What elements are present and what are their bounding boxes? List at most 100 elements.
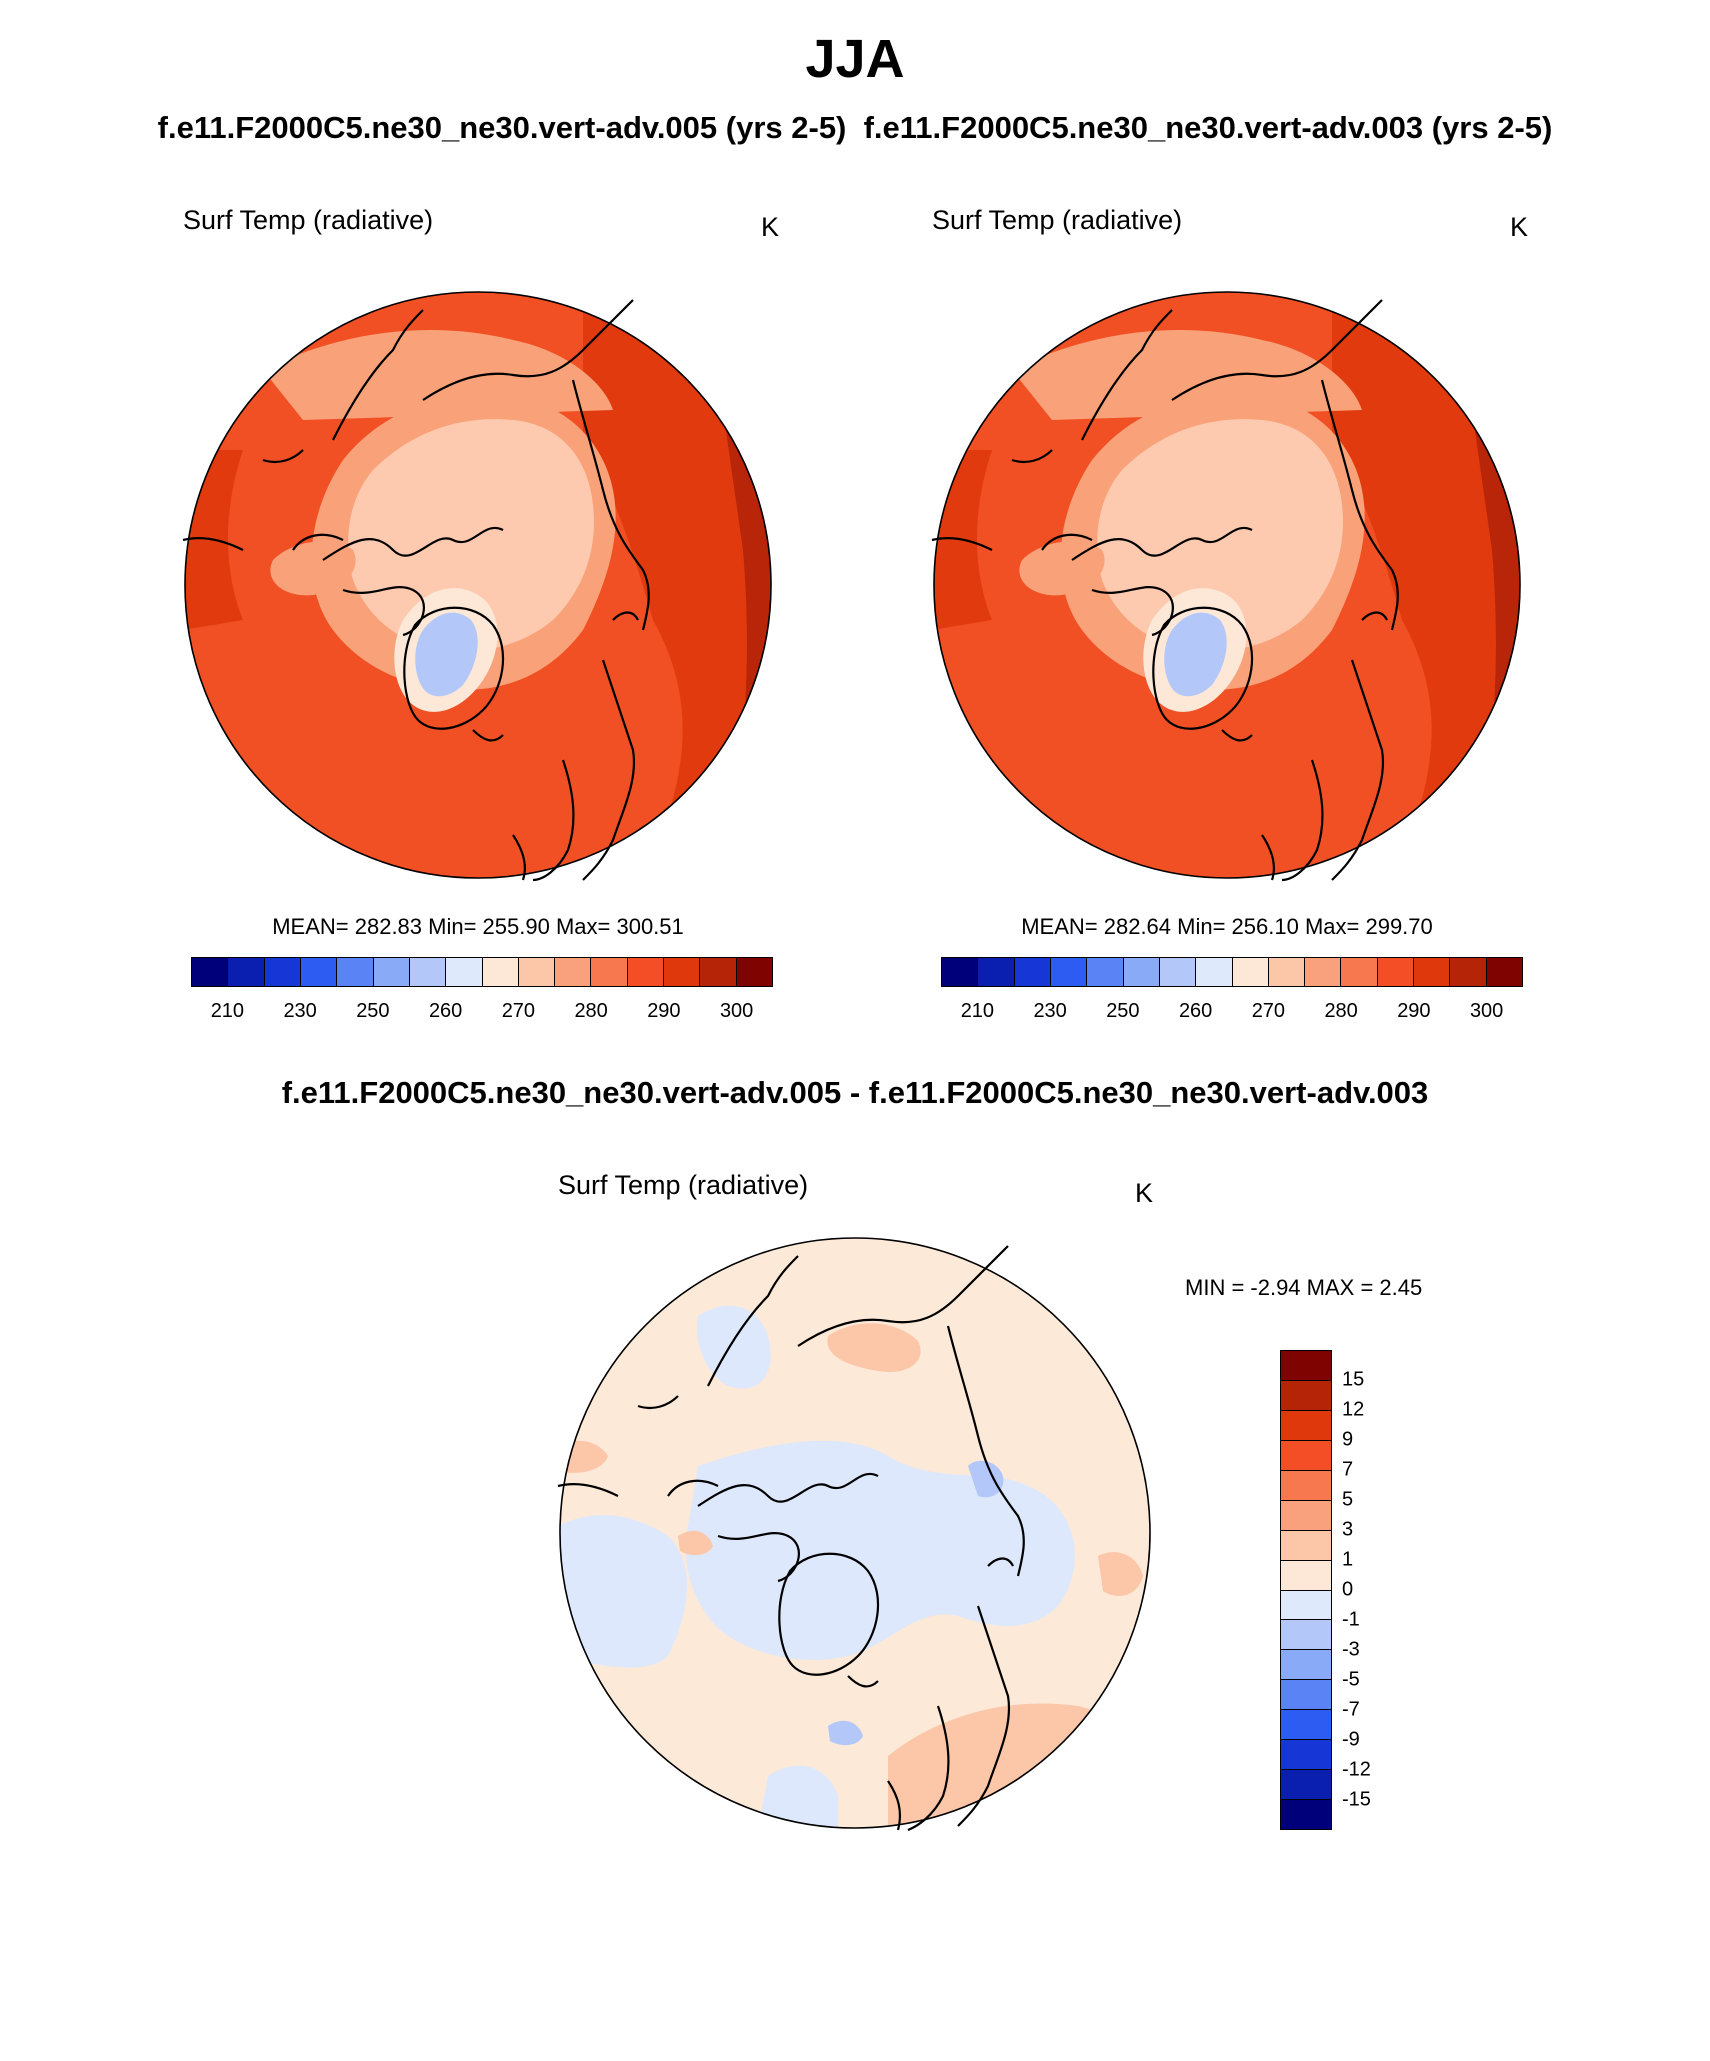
colorbar-swatch [1159,958,1197,986]
colorbar-swatch [192,958,229,986]
colorbar-swatch [1414,958,1451,986]
colorbar-swatch [1268,958,1306,986]
colorbar-tick-label: -15 [1342,1788,1371,1811]
colorbar-tick-label: 250 [1106,1000,1140,1022]
colorbar-swatch [1450,958,1487,986]
panel1-polar-map [182,291,772,882]
colorbar-tick-label: 260 [1178,1000,1213,1022]
colorbar-swatch [1196,958,1233,986]
colorbar-swatch [300,958,338,986]
colorbar-swatch [1014,958,1051,986]
panel1-colorbar-ticks: 210 230 250 260 270 280 290 300 [191,1000,773,1026]
colorbar-tick-label: -7 [1342,1698,1360,1721]
colorbar-swatch [1305,958,1342,986]
colorbar-swatch [736,958,772,986]
colorbar-swatch [942,958,979,986]
colorbar-swatch [409,958,447,986]
colorbar-swatch [591,958,628,986]
colorbar-swatch [228,958,265,986]
cases-subtitle: f.e11.F2000C5.ne30_ne30.vert-adv.005 (yr… [157,110,1553,145]
colorbar-swatch [1281,1351,1331,1380]
colorbar-tick-label: 7 [1342,1458,1354,1481]
colorbar-swatch [1377,958,1415,986]
colorbar-swatch [1281,1469,1331,1500]
diff-minmax: MIN = -2.94 MAX = 2.45 [1185,1275,1423,1300]
panel1-units-label: K [761,212,780,242]
colorbar-tick-label: 230 [283,1000,317,1022]
colorbar-tick-label: 300 [719,1000,754,1022]
panel1-colorbar [191,957,773,987]
colorbar-tick-label: 9 [1342,1428,1354,1451]
colorbar-swatch [1281,1649,1331,1680]
colorbar-swatch [627,958,665,986]
colorbar-tick-label: 15 [1342,1368,1365,1391]
colorbar-swatch [1281,1769,1331,1800]
difference-title: f.e11.F2000C5.ne30_ne30.vert-adv.005 - f… [281,1075,1429,1110]
colorbar-tick-label: 300 [1469,1000,1504,1022]
panel2-variable-label: Surf Temp (radiative) [932,205,1183,235]
panel2-polar-map [931,291,1521,882]
colorbar-swatch [446,958,483,986]
colorbar-swatch [264,958,301,986]
diff-colorbar-ticks: -15 -12 -9 -7 -5 -3 -1 0 1 3 5 7 9 12 15 [1342,1350,1402,1830]
colorbar-tick-label: 5 [1342,1488,1354,1511]
colorbar-swatch [373,958,410,986]
colorbar-tick-label: 1 [1342,1548,1354,1571]
colorbar-swatch [1486,958,1522,986]
colorbar-tick-label: 250 [356,1000,390,1022]
colorbar-tick-label: 280 [574,1000,608,1022]
panel1-stats: MEAN= 282.83 Min= 255.90 Max= 300.51 [272,914,684,939]
diff-colorbar [1280,1350,1332,1830]
colorbar-swatch [1281,1679,1331,1710]
colorbar-swatch [978,958,1015,986]
colorbar-swatch [1281,1379,1331,1410]
colorbar-tick-label: -1 [1342,1608,1360,1631]
colorbar-swatch [1087,958,1124,986]
colorbar-swatch [1341,958,1378,986]
colorbar-swatch [518,958,556,986]
colorbar-swatch [700,958,737,986]
colorbar-swatch [1281,1529,1331,1560]
colorbar-tick-label: 270 [501,1000,536,1022]
diff-units-label: K [1135,1178,1154,1208]
colorbar-swatch [1050,958,1088,986]
diff-variable-label: Surf Temp (radiative) [558,1170,809,1200]
diff-polar-map [557,1237,1151,1832]
colorbar-swatch [1281,1739,1331,1770]
colorbar-tick-label: 270 [1251,1000,1286,1022]
colorbar-tick-label: 12 [1342,1398,1365,1421]
colorbar-swatch [664,958,701,986]
colorbar-swatch [1281,1589,1331,1620]
colorbar-tick-label: 230 [1033,1000,1067,1022]
colorbar-swatch [1281,1709,1331,1740]
colorbar-swatch [337,958,374,986]
colorbar-swatch [1232,958,1269,986]
colorbar-swatch [482,958,519,986]
panel1-variable-label: Surf Temp (radiative) [183,205,434,235]
colorbar-tick-label: 210 [210,1000,245,1022]
colorbar-swatch [1123,958,1160,986]
colorbar-swatch [1281,1409,1331,1440]
colorbar-tick-label: 3 [1342,1518,1354,1541]
colorbar-swatch [1281,1439,1331,1470]
colorbar-tick-label: 210 [960,1000,995,1022]
panel2-units-label: K [1510,212,1529,242]
colorbar-swatch [555,958,592,986]
colorbar-tick-label: -9 [1342,1728,1360,1751]
colorbar-swatch [1281,1559,1331,1590]
panel2-stats: MEAN= 282.64 Min= 256.10 Max= 299.70 [1021,914,1433,939]
colorbar-tick-label: -12 [1342,1758,1371,1781]
panel2-colorbar-ticks: 210 230 250 260 270 280 290 300 [941,1000,1523,1026]
colorbar-tick-label: 290 [1397,1000,1431,1022]
colorbar-tick-label: 290 [647,1000,681,1022]
colorbar-tick-label: 280 [1324,1000,1358,1022]
colorbar-tick-label: -5 [1342,1668,1360,1691]
page-title: JJA [805,29,905,89]
colorbar-swatch [1281,1499,1331,1530]
panel2-colorbar [941,957,1523,987]
colorbar-swatch [1281,1799,1331,1829]
colorbar-tick-label: 260 [428,1000,463,1022]
colorbar-tick-label: -3 [1342,1638,1360,1661]
colorbar-tick-label: 0 [1342,1578,1354,1601]
colorbar-swatch [1281,1619,1331,1650]
